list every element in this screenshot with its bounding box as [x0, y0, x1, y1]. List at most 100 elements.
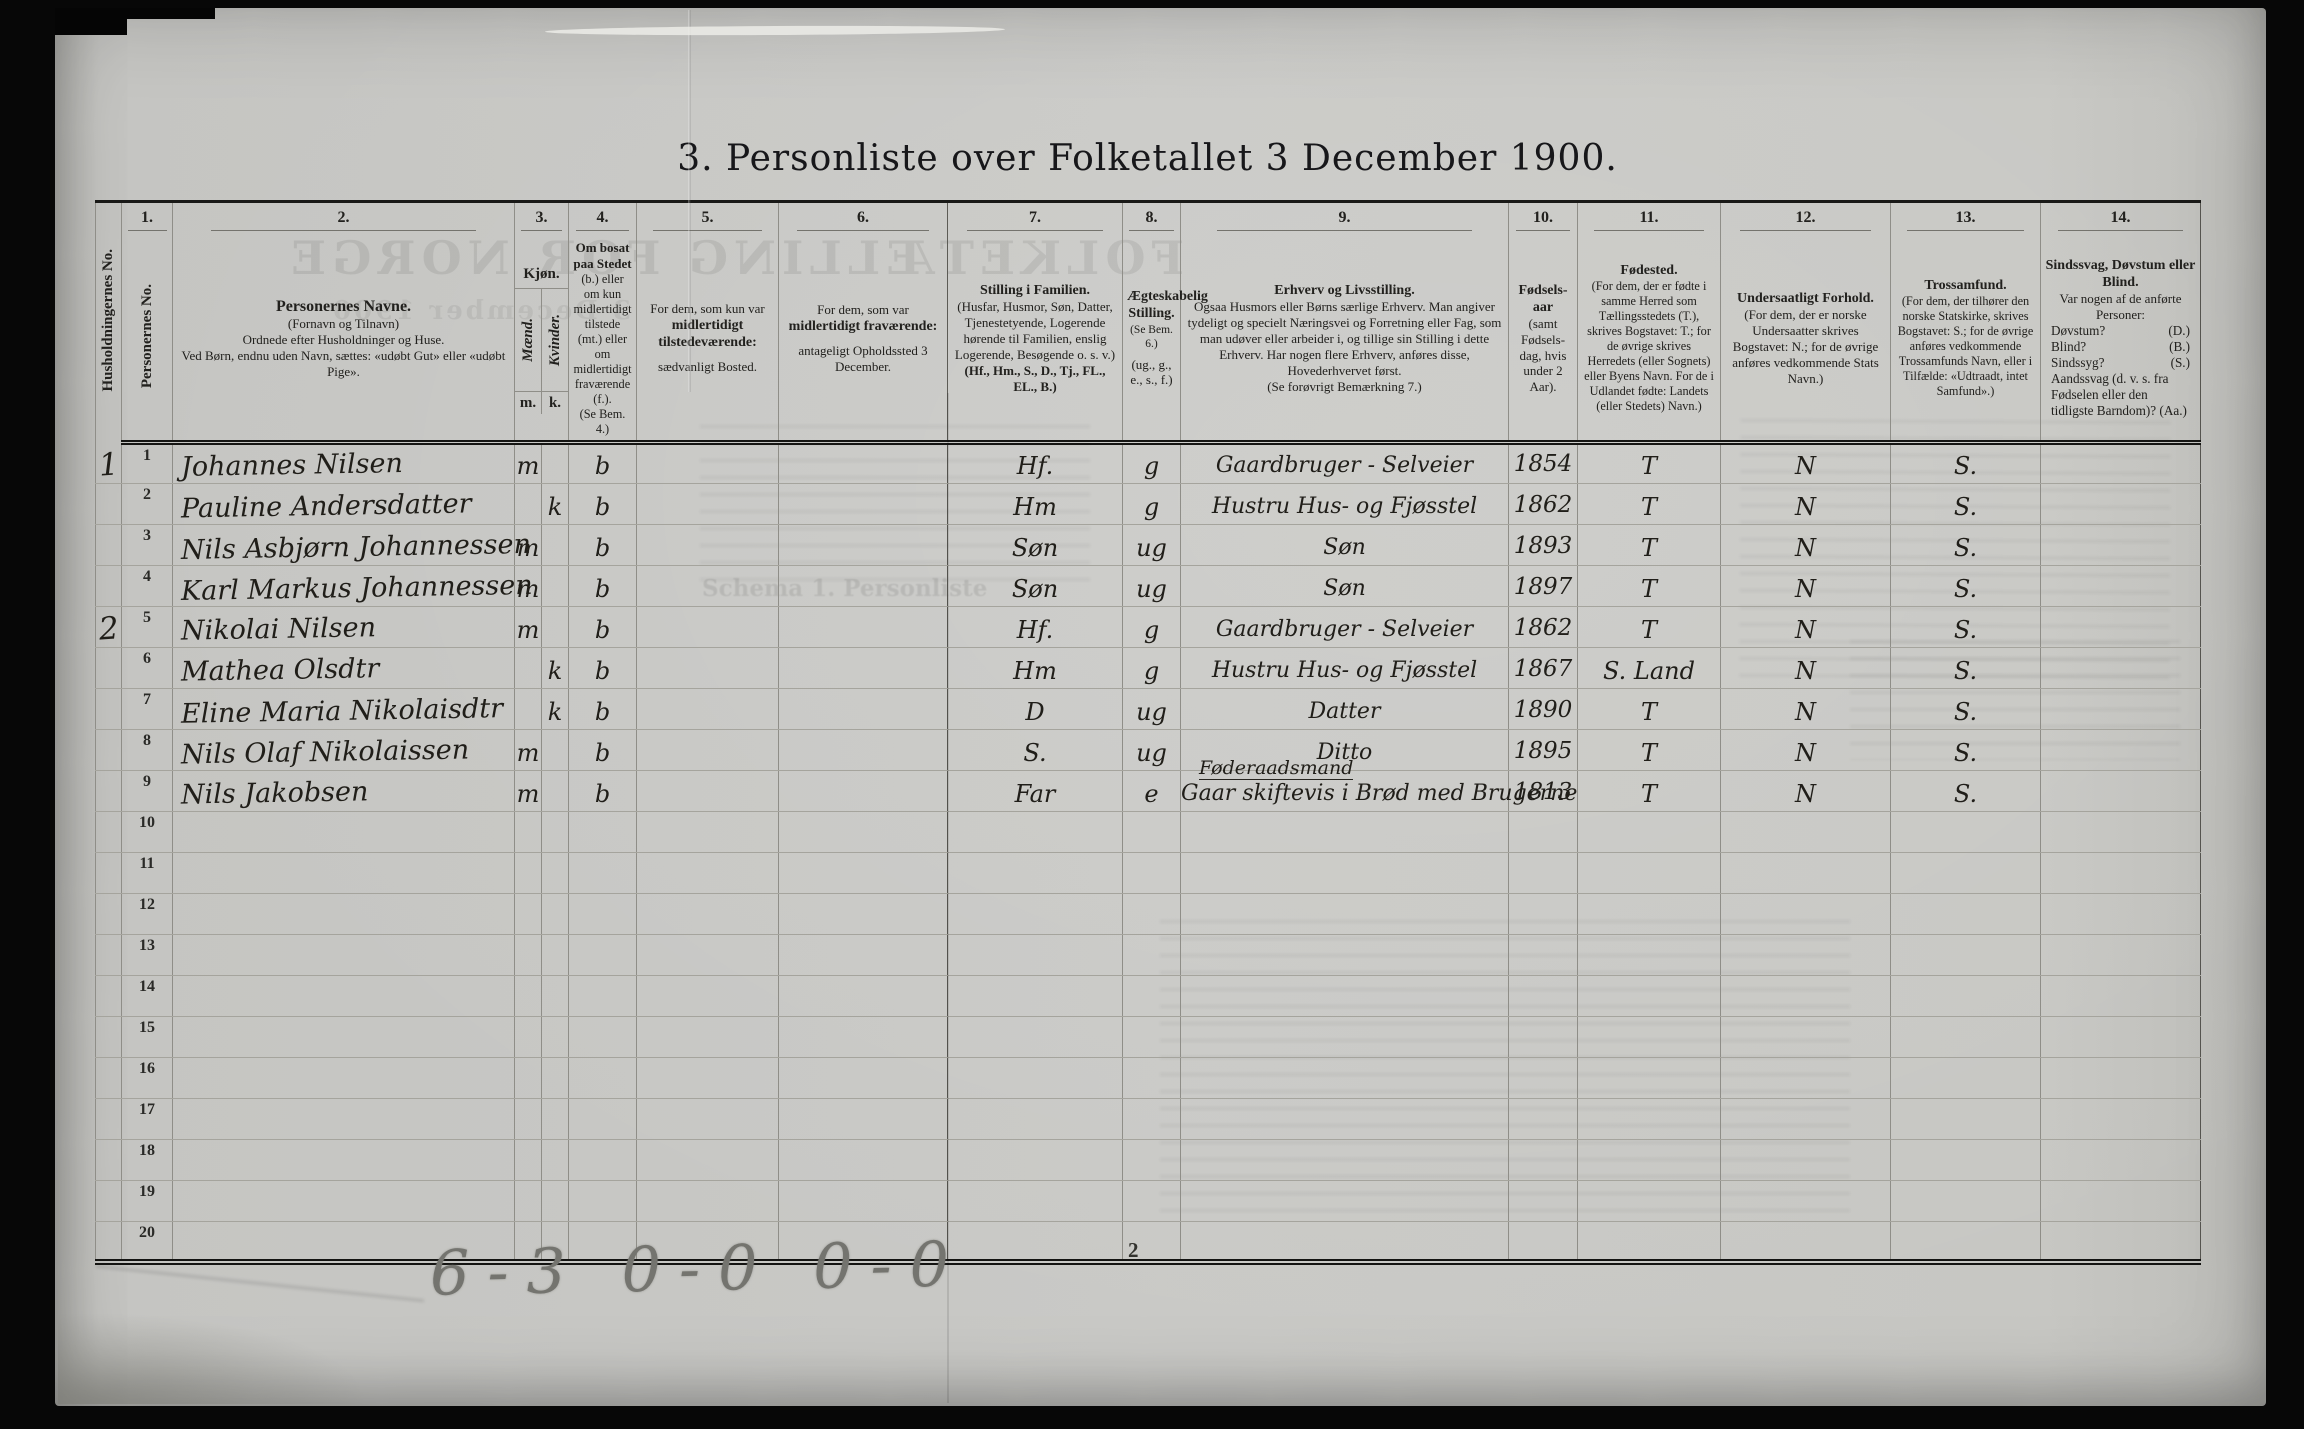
citizenship-cell: N: [1720, 606, 1891, 648]
temporary-location-cell: [778, 483, 948, 525]
birth-year-cell: [1508, 893, 1578, 935]
sex-male-cell: [514, 1221, 542, 1263]
aar-col-title: Fødsels-aar: [1518, 282, 1568, 315]
handwritten-bosat: b: [594, 697, 611, 726]
marital-status-cell: [1122, 811, 1181, 853]
religion-cell: S.: [1890, 688, 2041, 730]
handwritten-citizenship: N: [1795, 656, 1816, 685]
birthplace-cell: [1577, 1139, 1721, 1181]
birthplace-cell: [1577, 893, 1721, 935]
person-no-cell: 6: [121, 647, 173, 689]
residence-status-cell: b: [568, 565, 637, 607]
religion-cell: S.: [1890, 524, 2041, 566]
sex-female-cell: [541, 770, 569, 812]
table-row: 7 Eline Maria Nikolaisdtr k b D ug Datte…: [95, 688, 2201, 730]
residence-status-cell: [568, 852, 637, 894]
printed-row-number: 19: [139, 1182, 155, 1200]
residence-status-cell: b: [568, 647, 637, 689]
marital-status-cell: ug: [1122, 729, 1181, 771]
birthplace-cell: [1577, 975, 1721, 1017]
handwritten-citizenship: N: [1795, 492, 1816, 521]
citizenship-cell: [1720, 1139, 1891, 1181]
temporary-location-cell: [778, 1180, 948, 1222]
person-name-cell: Mathea Olsdtr: [172, 647, 515, 689]
handwritten-bosat: b: [594, 533, 611, 562]
printed-row-number: 7: [143, 690, 151, 708]
sex-male-cell: [514, 1057, 542, 1099]
handwritten-occupation: Datter: [1308, 698, 1381, 724]
person-no-cell: 11: [121, 852, 173, 894]
undersaat-col-title: Undersaatligt Forhold.: [1737, 291, 1874, 307]
residence-status-cell: b: [568, 483, 637, 525]
birth-year-cell: [1508, 1221, 1578, 1263]
occupation-cell: Datter: [1180, 688, 1509, 730]
residence-status-cell: b: [568, 524, 637, 566]
residence-status-cell: b: [568, 770, 637, 812]
occupation-cell: [1180, 1180, 1509, 1222]
household-no-cell: [95, 524, 122, 566]
handwritten-citizenship: N: [1795, 533, 1816, 562]
printed-row-number: 14: [139, 977, 155, 995]
handwritten-occupation: Gaar skiftevis i Brød med Brugerne: [1181, 780, 1578, 806]
occupation-cell: Gaardbruger - Selveier: [1180, 442, 1509, 484]
col-9-number: 9.: [1180, 201, 1509, 237]
religion-cell: [1890, 1180, 2041, 1222]
household-no-cell: [95, 483, 122, 525]
birthplace-cell: [1577, 1098, 1721, 1140]
temporary-location-cell: [778, 975, 948, 1017]
person-name-cell: Nikolai Nilsen: [172, 606, 515, 648]
table-row: 11: [95, 852, 2201, 894]
col-ophold-header: For dem, som var midlertidigt fraværende…: [778, 237, 948, 445]
disability-cell: [2040, 770, 2201, 812]
ophold-col-post: antageligt Opholdssted 3 December.: [798, 342, 928, 374]
birth-year-cell: 1862: [1508, 606, 1578, 648]
erhverv-col-text: Ogsaa Husmors eller Børns særlige Erhver…: [1187, 299, 1502, 378]
family-position-cell: Hf.: [947, 442, 1123, 484]
temporary-location-cell: [778, 442, 948, 484]
marital-status-cell: [1122, 934, 1181, 976]
usual-residence-cell: [636, 483, 779, 525]
temporary-location-cell: [778, 1098, 948, 1140]
name-col-title: Personernes Navne.: [275, 297, 412, 315]
handwritten-religion: S.: [1953, 574, 1978, 603]
birthplace-cell: T: [1577, 483, 1721, 525]
ophold-col-pre: For dem, som var: [817, 302, 909, 318]
household-no-cell: [95, 729, 122, 771]
marital-status-cell: g: [1122, 442, 1181, 484]
birthplace-cell: T: [1577, 729, 1721, 771]
handwritten-sex-k: k: [547, 492, 563, 521]
census-table: Husholdningernes No. 1. 2. 3. 4. 5. 6. 7…: [95, 200, 2201, 1266]
handwritten-bosat: b: [594, 574, 611, 603]
person-no-cell: 7: [121, 688, 173, 730]
handwritten-stilling: Hf.: [1016, 451, 1054, 480]
handwritten-sex-m: m: [516, 779, 540, 808]
scan-shadow-blob: [58, 1312, 368, 1404]
birthplace-cell: T: [1577, 770, 1721, 812]
temporary-location-cell: [778, 647, 948, 689]
bosat-col-title: Om bosat paa Stedet: [573, 240, 632, 271]
usual-residence-cell: [636, 729, 779, 771]
birthplace-cell: T: [1577, 442, 1721, 484]
birth-year-cell: 1895: [1508, 729, 1578, 771]
handwritten-household-no: 1: [97, 446, 120, 484]
person-name-cell: [172, 852, 515, 894]
marital-status-cell: [1122, 1139, 1181, 1181]
family-position-cell: [947, 1139, 1123, 1181]
person-no-cell: 20: [121, 1221, 173, 1263]
table-row: 18: [95, 1139, 2201, 1181]
residence-status-cell: b: [568, 442, 637, 484]
sex-female-label: Kvinder.: [546, 313, 563, 366]
religion-cell: [1890, 893, 2041, 935]
ophold-col-bold: midlertidigt fraværende:: [788, 318, 938, 334]
residence-status-cell: [568, 893, 637, 935]
sex-female-cell: [541, 811, 569, 853]
occupation-cell: Søn: [1180, 524, 1509, 566]
citizenship-cell: [1720, 811, 1891, 853]
usual-residence-cell: [636, 770, 779, 812]
sex-male-cell: [514, 1139, 542, 1181]
birthplace-cell: T: [1577, 524, 1721, 566]
person-no-cell: 18: [121, 1139, 173, 1181]
handwritten-name: Nils Olaf Nikolaissen: [180, 734, 470, 771]
table-row: 19: [95, 1180, 2201, 1222]
birthplace-cell: T: [1577, 606, 1721, 648]
